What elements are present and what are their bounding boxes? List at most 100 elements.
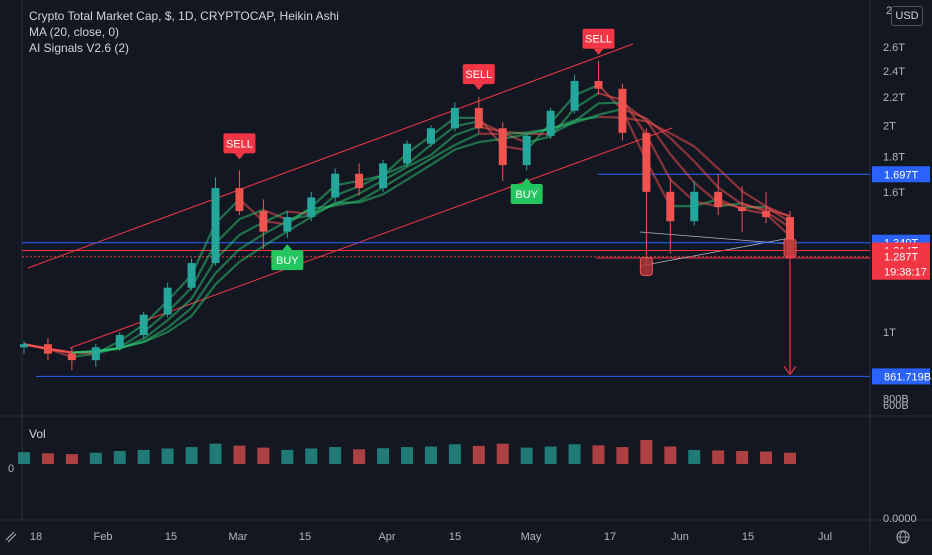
volume-bar xyxy=(473,446,485,464)
y-axis-tick-label: 1T xyxy=(883,327,896,339)
legend-title[interactable]: Crypto Total Market Cap, $, 1D, CRYPTOCA… xyxy=(29,8,339,24)
candle-body xyxy=(259,211,267,232)
candle-body xyxy=(379,163,387,188)
volume-bar xyxy=(664,446,676,464)
candle-body xyxy=(738,207,746,211)
chart-legend: Crypto Total Market Cap, $, 1D, CRYPTOCA… xyxy=(29,8,339,56)
volume-bar xyxy=(688,450,700,464)
candle-body xyxy=(20,344,28,347)
x-axis-tick-label: 15 xyxy=(165,531,177,543)
legend-ma[interactable]: MA (20, close, 0) xyxy=(29,24,339,40)
volume-bar xyxy=(162,448,174,464)
x-axis-tick-label: Jun xyxy=(671,531,689,543)
x-axis-tick-label: 15 xyxy=(449,531,461,543)
exhaustion-marker xyxy=(640,257,652,275)
volume-bar xyxy=(138,450,150,464)
volume-bar xyxy=(114,451,126,464)
y-axis-tick-label: 2.6T xyxy=(883,42,905,54)
volume-bar xyxy=(593,445,605,464)
volume-bar xyxy=(521,448,533,464)
sell-signal-label: SELL xyxy=(585,34,612,46)
candle-body xyxy=(475,108,483,128)
volume-bar xyxy=(545,446,557,464)
y-axis-tick-label: 2.4T xyxy=(883,66,905,78)
volume-bar xyxy=(640,440,652,464)
volume-bar xyxy=(329,447,341,464)
volume-bar xyxy=(18,452,30,464)
volume-bar xyxy=(257,448,269,464)
candle-body xyxy=(235,188,243,211)
candle-body xyxy=(355,174,363,188)
volume-bar xyxy=(233,446,245,464)
y-axis-tick-label: 1.6T xyxy=(883,187,905,199)
volume-bar xyxy=(305,448,317,464)
candle-body xyxy=(164,288,172,315)
candle-body xyxy=(212,188,220,263)
buy-signal-label: BUY xyxy=(515,189,538,201)
candle-body xyxy=(690,192,698,221)
volume-bar xyxy=(569,444,581,464)
volume-bar xyxy=(281,450,293,464)
candle-body xyxy=(595,81,603,89)
volume-bar xyxy=(401,447,413,464)
x-axis-tick-label: 17 xyxy=(604,531,616,543)
candle-body xyxy=(666,192,674,221)
price-tag-label: 1.287T xyxy=(884,252,919,264)
candle-body xyxy=(307,197,315,217)
candle-body xyxy=(523,136,531,165)
candle-body xyxy=(714,192,722,207)
candle-body xyxy=(762,211,770,217)
price-tag-label: 19:38:17 xyxy=(884,267,927,279)
volume-bar xyxy=(210,444,222,464)
candle-body xyxy=(116,335,124,347)
volume-left-scale-label: 0 xyxy=(8,463,14,475)
volume-bar xyxy=(784,453,796,464)
volume-bar xyxy=(449,444,461,464)
candle-body xyxy=(403,144,411,164)
x-axis-tick-label: 18 xyxy=(30,531,42,543)
volume-bar xyxy=(425,446,437,464)
sell-signal-label: SELL xyxy=(465,69,492,81)
x-axis-tick-label: May xyxy=(521,531,542,543)
currency-button[interactable]: USD xyxy=(891,6,923,26)
volume-bar xyxy=(90,453,102,464)
volume-bar xyxy=(736,451,748,464)
volume-bar xyxy=(497,444,509,464)
volume-bar xyxy=(66,454,78,464)
y-axis-tick-label: 2.2T xyxy=(883,92,905,104)
volume-bar xyxy=(712,450,724,464)
volume-legend[interactable]: Vol xyxy=(29,427,46,441)
volume-bar xyxy=(377,448,389,464)
x-axis-tick-label: Mar xyxy=(229,531,248,543)
candle-body xyxy=(92,347,100,360)
price-tag-label: 861.719B xyxy=(884,371,931,383)
sell-signal-label: SELL xyxy=(226,138,253,150)
volume-axis-tick-label: 0.0000 xyxy=(883,513,917,525)
candle-body xyxy=(283,217,291,232)
candle-body xyxy=(140,315,148,335)
volume-axis-tick-label: 600B xyxy=(883,400,909,412)
legend-signals[interactable]: AI Signals V2.6 (2) xyxy=(29,40,339,56)
x-axis-tick-label: Apr xyxy=(378,531,395,543)
volume-bar xyxy=(42,453,54,464)
y-axis-tick-label: 1.8T xyxy=(883,152,905,164)
candle-body xyxy=(571,81,579,111)
volume-bar xyxy=(186,447,198,464)
candle-body xyxy=(547,111,555,136)
candle-body xyxy=(427,128,435,143)
buy-signal-label: BUY xyxy=(276,255,299,267)
candle-body xyxy=(451,108,459,128)
candle-body xyxy=(642,133,650,192)
candle-body xyxy=(44,344,52,353)
x-axis-tick-label: Jul xyxy=(818,531,832,543)
candle-body xyxy=(331,174,339,198)
candle-body xyxy=(68,354,76,360)
x-axis-tick-label: Feb xyxy=(94,531,113,543)
volume-bar xyxy=(353,449,365,464)
x-axis-tick-label: 15 xyxy=(299,531,311,543)
y-axis-tick-label: 2T xyxy=(883,120,896,132)
candle-body xyxy=(499,128,507,165)
volume-bar xyxy=(616,447,628,464)
